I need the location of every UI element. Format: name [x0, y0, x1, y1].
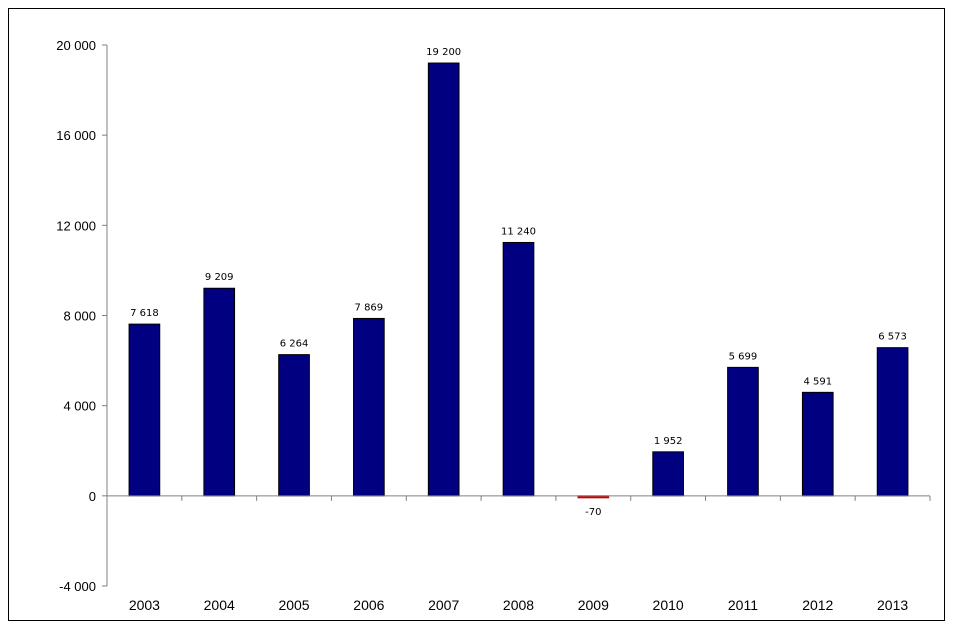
- bar: [128, 323, 161, 497]
- data-label: -70: [585, 507, 601, 518]
- data-label: 4 591: [803, 376, 832, 387]
- x-tick-label: 2010: [653, 597, 684, 613]
- bar: [652, 451, 684, 497]
- bar: [427, 62, 460, 497]
- x-axis: 2003 2004 2005 2006 2007 2008 2009 2010 2011 2012…: [106, 495, 931, 613]
- bar: [278, 354, 310, 497]
- data-label: 1 952: [654, 436, 683, 447]
- x-tick-label: 2013: [877, 597, 908, 613]
- data-label: 5 699: [729, 351, 758, 362]
- data-label: 6 573: [878, 332, 907, 343]
- y-tick-label: 12 000: [56, 218, 96, 233]
- x-tick-label: 2005: [278, 597, 309, 613]
- y-axis: 20 000 16 000 12 000 8 000 4 000 0 -4 000: [56, 38, 108, 594]
- x-tick-label: 2006: [353, 597, 384, 613]
- data-label: 9 209: [205, 272, 234, 283]
- y-tick-label: 16 000: [56, 128, 96, 143]
- x-tick-label: 2004: [204, 597, 235, 613]
- data-label: 19 200: [426, 47, 461, 58]
- bar: [502, 241, 535, 497]
- data-labels: 7 618 9 209 6 264 7 869 19 200 11 240 -70 1 952…: [130, 47, 907, 518]
- bar: [203, 287, 236, 497]
- y-tick-label: 0: [89, 489, 96, 504]
- chart-frame: [8, 8, 945, 621]
- data-label: 11 240: [501, 226, 536, 237]
- data-label: 6 264: [280, 339, 309, 350]
- x-tick-label: 2003: [129, 597, 160, 613]
- bar: [353, 317, 385, 497]
- bar: [727, 366, 759, 497]
- x-tick-label: 2007: [428, 597, 459, 613]
- data-label: 7 869: [355, 302, 384, 313]
- x-tick-label: 2009: [578, 597, 609, 613]
- y-tick-label: -4 000: [59, 579, 96, 594]
- bar: [801, 391, 834, 497]
- bars: [128, 62, 909, 499]
- y-tick-label: 20 000: [56, 38, 96, 53]
- x-tick-label: 2008: [503, 597, 534, 613]
- x-tick-label: 2012: [802, 597, 833, 613]
- data-label: 7 618: [130, 308, 159, 319]
- bar: [876, 347, 909, 497]
- y-tick-label: 4 000: [63, 399, 96, 414]
- y-tick-label: 8 000: [63, 309, 96, 324]
- x-tick-label: 2011: [728, 597, 758, 613]
